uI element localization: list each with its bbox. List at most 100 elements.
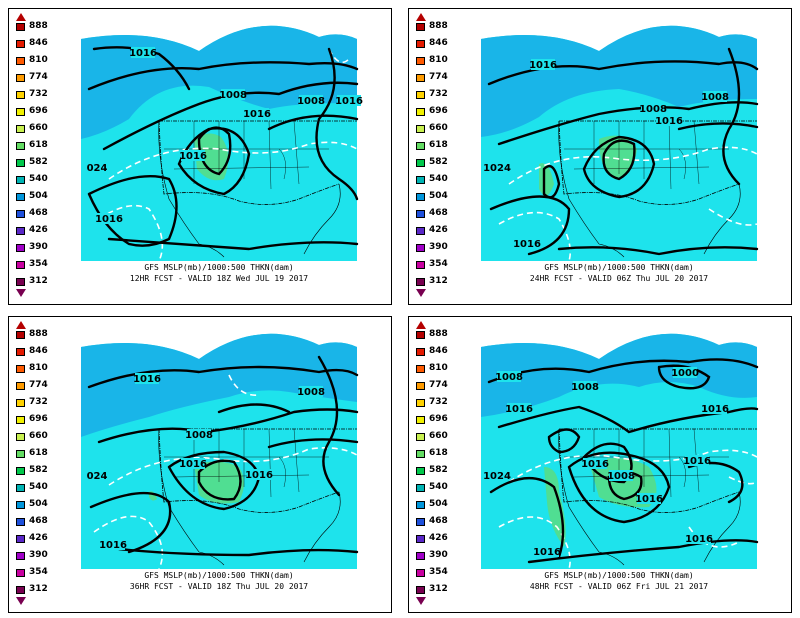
colorbar-swatch — [416, 23, 425, 31]
colorbar-swatch — [16, 501, 25, 509]
isobar-label: 1016 — [335, 96, 363, 107]
colorbar-level-label: 426 — [429, 533, 448, 543]
colorbar-swatch — [416, 74, 425, 82]
colorbar-level-label: 846 — [29, 38, 48, 48]
colorbar-swatch — [16, 278, 25, 286]
thickness-contour — [108, 141, 358, 180]
isobar-label-bg — [531, 59, 555, 70]
thickness-contour — [108, 447, 358, 486]
isobar-line — [267, 438, 359, 449]
isobar-label: 1016 — [529, 60, 557, 71]
isobar-label-bg — [673, 367, 697, 378]
isobar-label: 024 — [87, 471, 108, 482]
colorbar-level-label: 426 — [429, 225, 448, 235]
colorbar-swatch — [416, 91, 425, 99]
isobar-label-bg — [497, 371, 521, 382]
colorbar-swatch — [16, 108, 25, 116]
isobar-label: 1016 — [533, 547, 561, 558]
colorbar-bottom-arrow — [16, 597, 26, 605]
thickness-colorbar: 888 846 810 774 732 696 660 618 582 540 504 468 426 3… — [411, 13, 448, 298]
colorbar-level-label: 810 — [29, 55, 48, 65]
colorbar-level-label: 888 — [429, 329, 448, 339]
colorbar-swatch — [416, 501, 425, 509]
country-border — [558, 428, 757, 513]
colorbar-level-label: 312 — [29, 584, 48, 594]
colorbar-level-label: 696 — [29, 106, 48, 116]
colorbar-top-arrow — [416, 321, 426, 329]
colorbar-swatch — [416, 159, 425, 167]
colorbar-level-label: 846 — [429, 346, 448, 356]
colorbar-level-label: 888 — [429, 21, 448, 31]
low-thickness-band — [81, 333, 357, 437]
isobar-line — [97, 408, 359, 444]
thickness-colorbar: 888 846 810 774 732 696 660 618 582 540 504 468 426 3… — [11, 13, 48, 298]
colorbar-level-label: 774 — [29, 380, 48, 390]
thickness-contour — [498, 211, 572, 262]
isobar-label-bg — [247, 469, 271, 480]
isobar-label-bg — [685, 455, 709, 466]
isobar-label-bg — [85, 162, 109, 173]
colorbar-swatch — [416, 57, 425, 65]
colorbar-level-label: 810 — [429, 363, 448, 373]
map-caption-valid-time: 12HR FCST - VALID 18Z Wed JUL 19 2017 — [129, 274, 309, 283]
colorbar-swatch — [416, 399, 425, 407]
colorbar-swatch — [416, 227, 425, 235]
colorbar-swatch — [16, 244, 25, 252]
colorbar-swatch — [416, 433, 425, 441]
forecast-panel-36hr: 1016 1008 1008 1016 1016 024 1016 888 846 810 774… — [8, 316, 392, 613]
colorbar-level-label: 660 — [29, 431, 48, 441]
colorbar-level-label: 468 — [429, 516, 448, 526]
low-thickness-band — [481, 25, 757, 137]
colorbar-swatch — [416, 210, 425, 218]
colorbar-swatch — [16, 552, 25, 560]
colorbar-swatch — [416, 535, 425, 543]
thickness-ridge — [539, 135, 637, 196]
thickness-contour — [728, 476, 758, 485]
isobar-label-bg — [101, 539, 125, 550]
isobar-label-bg — [609, 470, 633, 481]
isobar-label: 1016 — [701, 404, 729, 415]
colorbar-swatch — [416, 176, 425, 184]
isobar-line — [315, 47, 359, 201]
isobar-label-bg — [583, 458, 607, 469]
isobar-label-bg — [337, 95, 361, 106]
colorbar-swatch — [416, 125, 425, 133]
colorbar-swatch — [416, 193, 425, 201]
isobar-label-bg — [245, 108, 269, 119]
colorbar-level-label: 774 — [429, 72, 448, 82]
colorbar-swatch — [16, 382, 25, 390]
isobar-label: 1016 — [179, 151, 207, 162]
isobar-line — [497, 405, 759, 434]
colorbar-level-label: 618 — [29, 448, 48, 458]
colorbar-level-label: 846 — [29, 346, 48, 356]
isobar-line — [267, 114, 359, 131]
isobar-label-bg — [641, 103, 665, 114]
colorbar-swatch — [16, 23, 25, 31]
colorbar-swatch — [16, 159, 25, 167]
colorbar-level-label: 390 — [429, 242, 448, 252]
isobar-label-bg — [85, 470, 109, 481]
map-canvas: 1016 1008 1008 1016 1016 024 1016 — [81, 333, 359, 570]
colorbar-level-label: 696 — [29, 414, 48, 424]
colorbar-level-label: 390 — [29, 242, 48, 252]
map-caption-valid-time: 36HR FCST - VALID 18Z Thu JUL 20 2017 — [129, 582, 309, 591]
colorbar-swatch — [416, 416, 425, 424]
colorbar-level-label: 504 — [29, 191, 48, 201]
colorbar-level-label: 888 — [29, 329, 48, 339]
isobar-label: 1016 — [129, 48, 157, 59]
isobar-label-bg — [221, 89, 245, 100]
isobar-label-bg — [135, 373, 159, 384]
colorbar-bottom-arrow — [416, 597, 426, 605]
forecast-panel-48hr: 1008 1000 1008 1016 1016 1016 1016 1008 1024 1016… — [408, 316, 792, 613]
isobar-line — [497, 101, 759, 146]
colorbar-swatch — [16, 484, 25, 492]
isobar-label: 1016 — [581, 459, 609, 470]
colorbar-swatch — [416, 484, 425, 492]
colorbar-swatch — [16, 535, 25, 543]
isobar-label: 1008 — [219, 90, 247, 101]
colorbar-top-arrow — [16, 321, 26, 329]
colorbar-level-label: 582 — [29, 465, 48, 475]
colorbar-swatch — [416, 278, 425, 286]
colorbar-level-label: 618 — [429, 140, 448, 150]
isobar-line — [489, 476, 565, 559]
